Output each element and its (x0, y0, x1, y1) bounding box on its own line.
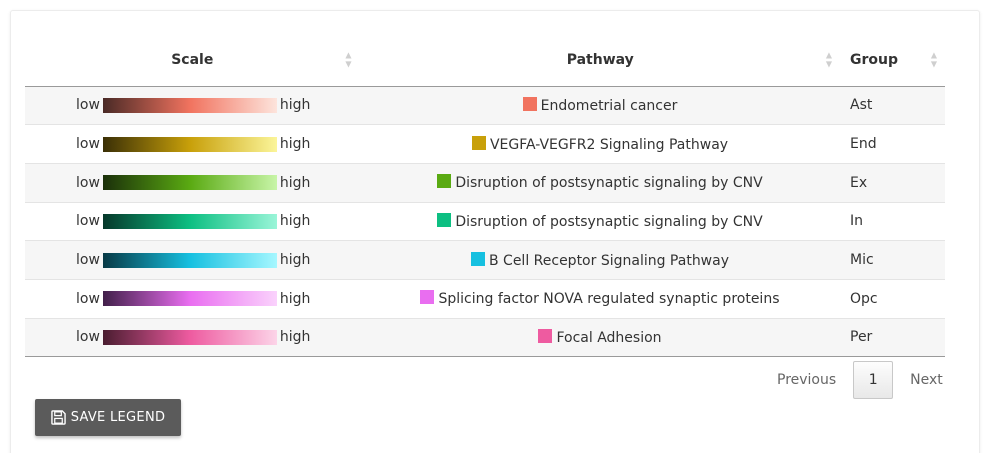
pathway-cell: Splicing factor NOVA regulated synaptic … (360, 279, 840, 318)
scale-low-label: low (76, 213, 100, 230)
pathway-name: Disruption of postsynaptic signaling by … (455, 213, 763, 230)
group-column-header[interactable]: Group ▲ ▼ (840, 35, 945, 87)
group-cell: Mic (850, 252, 874, 269)
scale-cell: low high (25, 86, 360, 125)
table-header-row: Scale ▲ ▼ Pathway ▲ ▼ Group ▲ ▼ (25, 35, 945, 87)
scale-cell: low high (25, 202, 360, 241)
pathway-cell: Disruption of postsynaptic signaling by … (360, 202, 840, 241)
pathway-column-header[interactable]: Pathway ▲ ▼ (360, 35, 840, 87)
pathway-name: Splicing factor NOVA regulated synaptic … (438, 291, 780, 308)
pathway-cell: Disruption of postsynaptic signaling by … (360, 163, 840, 202)
page-1-button[interactable]: 1 (853, 361, 894, 399)
group-cell: Ex (850, 174, 868, 191)
color-scale-bar (102, 97, 277, 113)
color-swatch (522, 96, 537, 111)
scale-high-label: high (279, 97, 311, 114)
sort-icon: ▲ ▼ (825, 50, 832, 69)
group-cell: Opc (850, 290, 878, 307)
scale-low-label: low (76, 329, 100, 346)
scale-cell: low high (25, 241, 360, 280)
previous-page-button[interactable]: Previous (777, 372, 837, 388)
scale-cell: low high (25, 163, 360, 202)
group-cell: End (850, 136, 877, 153)
scale-high-label: high (279, 290, 311, 307)
pathway-cell: Focal Adhesion (360, 318, 840, 357)
scale-high-label: high (279, 213, 311, 230)
pathway-cell: Endometrial cancer (360, 86, 840, 125)
group-cell: In (850, 213, 864, 230)
scale-cell: low high (25, 125, 360, 164)
color-scale-bar (102, 175, 277, 191)
scale-cell: low high (25, 279, 360, 318)
pathway-cell: B Cell Receptor Signaling Pathway (360, 241, 840, 280)
group-header-label: Group (850, 52, 899, 69)
save-legend-label: SAVE LEGEND (70, 410, 166, 425)
scale-low-label: low (76, 290, 100, 307)
table-row: low high B Cell Receptor Signaling Pathway… (25, 240, 945, 280)
color-swatch (437, 174, 452, 189)
table-row: low high Splicing factor NOVA regulated sy… (25, 279, 945, 319)
table-row: low high Disruption of postsynaptic signal… (25, 202, 945, 241)
scale-low-label: low (76, 252, 100, 269)
group-cell: Per (850, 329, 873, 346)
scale-low-label: low (76, 97, 100, 114)
pagination: Previous 1 Next (760, 361, 960, 399)
pathway-name: Focal Adhesion (556, 329, 662, 346)
color-swatch (471, 135, 486, 150)
color-swatch (538, 328, 553, 343)
table-row: low high Disruption of postsynaptic signal… (25, 163, 945, 203)
pathway-cell: VEGFA-VEGFR2 Signaling Pathway (360, 125, 840, 164)
color-scale-bar (102, 252, 277, 268)
color-scale-bar (102, 329, 277, 345)
legend-table: Scale ▲ ▼ Pathway ▲ ▼ Group ▲ ▼ low high Endo… (25, 35, 945, 357)
scale-high-label: high (279, 329, 311, 346)
scale-low-label: low (76, 174, 100, 191)
color-scale-bar (102, 213, 277, 229)
group-cell: Ast (850, 97, 873, 114)
floppy-disk-icon (50, 410, 66, 425)
color-scale-bar (102, 136, 277, 152)
color-swatch (470, 251, 485, 266)
table-row: low high VEGFA-VEGFR2 Signaling Pathway End (25, 125, 945, 164)
next-page-button[interactable]: Next (910, 372, 943, 388)
scale-header-label: Scale (171, 52, 214, 69)
color-swatch (420, 290, 435, 305)
pathway-name: Endometrial cancer (540, 97, 678, 114)
scale-high-label: high (279, 136, 311, 153)
pathway-header-label: Pathway (566, 52, 634, 69)
scale-cell: low high (25, 318, 360, 357)
save-legend-button[interactable]: SAVE LEGEND (35, 399, 181, 436)
table-row: low high Endometrial cancer Ast (25, 86, 945, 125)
sort-icon: ▲ ▼ (345, 50, 352, 69)
scale-low-label: low (76, 136, 100, 153)
scale-high-label: high (279, 252, 311, 269)
pathway-name: VEGFA-VEGFR2 Signaling Pathway (489, 136, 729, 153)
pathway-name: Disruption of postsynaptic signaling by … (455, 175, 763, 192)
color-swatch (437, 212, 452, 227)
table-row: low high Focal Adhesion Per (25, 318, 945, 357)
scale-high-label: high (279, 174, 311, 191)
scale-column-header[interactable]: Scale ▲ ▼ (25, 35, 361, 87)
pathway-name: B Cell Receptor Signaling Pathway (488, 252, 730, 269)
color-scale-bar (102, 291, 277, 307)
sort-icon: ▲ ▼ (930, 50, 937, 69)
